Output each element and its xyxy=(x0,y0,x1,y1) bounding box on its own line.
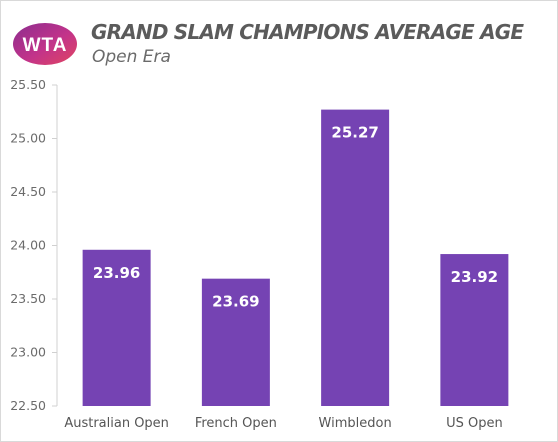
y-tick-label: 25.00 xyxy=(10,131,46,146)
bar xyxy=(440,254,509,406)
data-labels: 23.96 23.69 25.27 23.92 xyxy=(93,124,498,311)
bar-value-label: 23.69 xyxy=(212,293,259,311)
bar xyxy=(201,278,270,406)
chart-subtitle: Open Era xyxy=(92,47,171,67)
y-tick-label: 23.00 xyxy=(10,345,46,360)
bars xyxy=(82,109,509,407)
y-tick-label: 25.50 xyxy=(10,77,46,92)
y-tick-label: 24.50 xyxy=(10,184,46,199)
y-tick-label: 24.00 xyxy=(10,238,46,253)
bar-value-label: 23.92 xyxy=(451,268,498,286)
chart-title: GRAND SLAM CHAMPIONS AVERAGE AGE xyxy=(91,20,524,44)
x-axis: Australian Open French Open Wimbledon US Op… xyxy=(64,416,502,431)
y-tick-label: 22.50 xyxy=(10,398,46,413)
bar-value-label: 23.96 xyxy=(93,264,140,282)
y-tick-label: 23.50 xyxy=(10,291,46,306)
wta-logo-text: WTA xyxy=(23,35,68,56)
x-category-label: Australian Open xyxy=(64,416,169,431)
x-category-label: Wimbledon xyxy=(319,416,392,431)
y-axis: 22.50 23.00 23.50 24.00 24.50 25.00 25.50 xyxy=(10,77,58,413)
wta-logo-icon: WTA xyxy=(13,23,77,65)
bar xyxy=(82,249,151,406)
x-category-label: US Open xyxy=(446,416,503,431)
x-category-label: French Open xyxy=(195,416,277,431)
bar-value-label: 25.27 xyxy=(331,124,378,142)
bar xyxy=(321,109,390,407)
